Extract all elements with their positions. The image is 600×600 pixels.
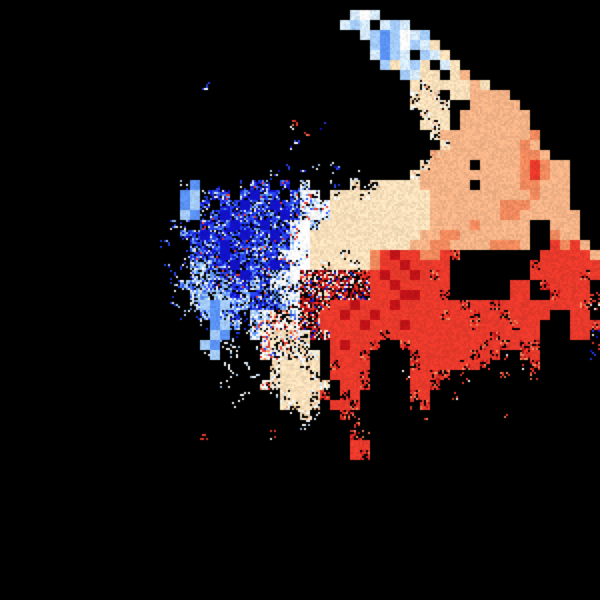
radar-display-screen [0, 0, 600, 600]
doppler-velocity-heatmap [0, 0, 600, 600]
